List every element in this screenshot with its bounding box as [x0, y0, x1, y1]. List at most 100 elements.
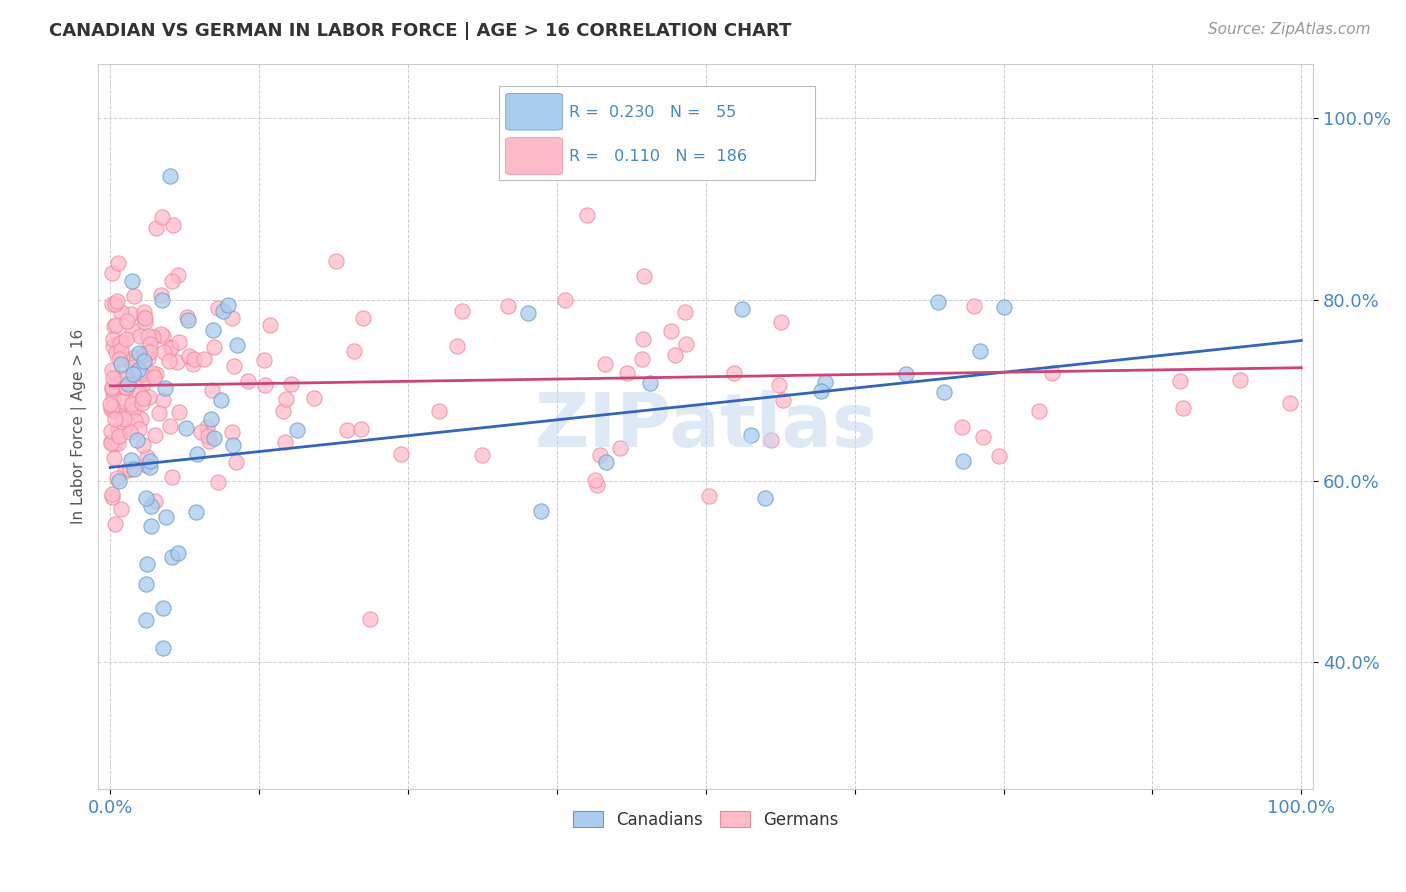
Point	[446, 339, 468, 353]
Point	[132, 310, 155, 324]
Point	[101, 297, 124, 311]
Point	[675, 337, 697, 351]
Point	[200, 412, 222, 426]
Point	[120, 307, 142, 321]
Point	[238, 374, 260, 388]
Point	[217, 298, 239, 312]
Point	[221, 311, 243, 326]
Point	[427, 404, 450, 418]
Point	[110, 358, 132, 372]
Point	[145, 367, 167, 381]
Point	[186, 447, 208, 461]
Point	[103, 378, 125, 392]
Point	[132, 354, 155, 368]
Point	[1229, 373, 1251, 387]
Point	[131, 392, 153, 407]
Point	[271, 403, 294, 417]
Point	[664, 348, 686, 362]
Point	[135, 458, 157, 472]
Point	[121, 397, 143, 411]
Point	[134, 305, 156, 319]
Point	[1028, 404, 1050, 418]
Point	[131, 412, 153, 426]
Point	[595, 455, 617, 469]
Point	[343, 343, 366, 358]
Point	[160, 469, 183, 483]
Point	[127, 434, 149, 448]
Point	[190, 425, 212, 440]
Point	[125, 353, 148, 368]
Point	[103, 339, 125, 353]
Point	[336, 423, 359, 437]
Point	[115, 314, 138, 328]
Point	[128, 365, 150, 379]
Point	[121, 274, 143, 288]
Point	[115, 332, 138, 346]
Point	[894, 368, 917, 382]
Point	[122, 391, 145, 405]
Point	[195, 419, 218, 434]
Point	[589, 448, 612, 462]
Point	[209, 392, 232, 407]
Point	[124, 414, 146, 428]
Point	[222, 438, 245, 452]
Point	[145, 221, 167, 235]
Point	[115, 380, 138, 394]
Point	[100, 402, 122, 417]
Point	[222, 359, 245, 373]
Point	[127, 363, 149, 377]
Point	[160, 274, 183, 288]
Point	[740, 427, 762, 442]
Point	[814, 375, 837, 389]
Point	[673, 305, 696, 319]
Point	[754, 491, 776, 505]
Point	[135, 576, 157, 591]
Point	[101, 332, 124, 346]
Point	[593, 357, 616, 371]
Point	[184, 505, 207, 519]
Point	[111, 424, 134, 438]
Point	[631, 332, 654, 346]
Point	[105, 471, 128, 485]
Point	[98, 397, 121, 411]
Point	[609, 441, 631, 455]
Point	[993, 300, 1015, 314]
Point	[952, 454, 974, 468]
Point	[128, 421, 150, 435]
Point	[139, 337, 162, 351]
Point	[160, 340, 183, 354]
Point	[134, 310, 156, 325]
Point	[110, 501, 132, 516]
Point	[107, 474, 129, 488]
Point	[302, 391, 325, 405]
Point	[631, 351, 654, 366]
Text: CANADIAN VS GERMAN IN LABOR FORCE | AGE > 16 CORRELATION CHART: CANADIAN VS GERMAN IN LABOR FORCE | AGE …	[49, 22, 792, 40]
Point	[202, 340, 225, 354]
Point	[105, 318, 128, 332]
Point	[135, 344, 157, 359]
Point	[136, 329, 159, 343]
Point	[659, 324, 682, 338]
Point	[155, 510, 177, 524]
Point	[197, 429, 219, 443]
Point	[122, 374, 145, 388]
Point	[633, 269, 655, 284]
Point	[150, 326, 173, 341]
Point	[150, 288, 173, 302]
Point	[1173, 401, 1195, 416]
Point	[586, 478, 609, 492]
Point	[768, 377, 790, 392]
Point	[496, 299, 519, 313]
Point	[969, 343, 991, 358]
Text: Source: ZipAtlas.com: Source: ZipAtlas.com	[1208, 22, 1371, 37]
Point	[139, 459, 162, 474]
Point	[135, 613, 157, 627]
Point	[105, 344, 128, 359]
Point	[100, 362, 122, 376]
Point	[115, 381, 138, 395]
Point	[107, 423, 129, 437]
Point	[253, 353, 276, 368]
Point	[201, 323, 224, 337]
Point	[122, 350, 145, 364]
Point	[153, 345, 176, 359]
